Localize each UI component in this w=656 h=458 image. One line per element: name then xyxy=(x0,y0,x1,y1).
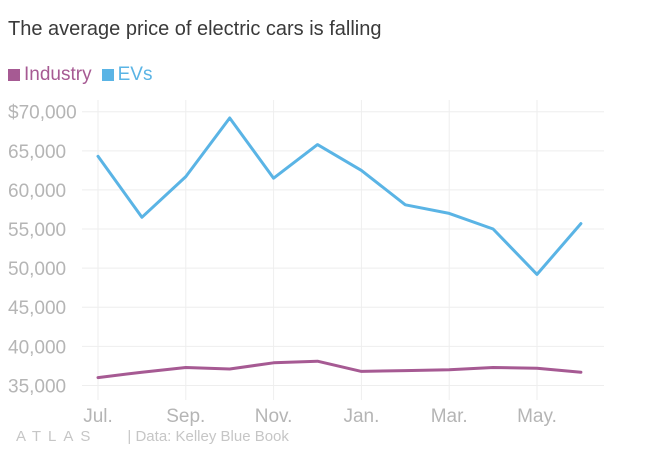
y-tick-label: $70,000 xyxy=(8,103,77,124)
x-tick-label: Jan. xyxy=(343,406,379,427)
legend-label-evs: EVs xyxy=(117,64,153,85)
legend-item-industry[interactable]: Industry xyxy=(8,64,92,86)
series-line-evs xyxy=(96,116,583,276)
x-tick-label: Jul. xyxy=(83,406,113,427)
y-tick-label: 45,000 xyxy=(8,298,66,319)
y-tick-label: 60,000 xyxy=(8,181,66,202)
legend-item-evs[interactable]: EVs xyxy=(101,64,153,86)
y-tick-label: 40,000 xyxy=(8,337,66,358)
x-tick-label: Sep. xyxy=(166,406,205,427)
legend-label-industry: Industry xyxy=(24,64,92,85)
x-tick-label: Mar. xyxy=(431,406,468,427)
chart-footer: ATLAS | Data: Kelley Blue Book xyxy=(16,428,289,445)
y-tick-label: 35,000 xyxy=(8,376,66,397)
y-tick-label: 55,000 xyxy=(8,220,66,241)
x-tick-label: May. xyxy=(517,406,557,427)
atlas-logo: ATLAS xyxy=(16,428,98,445)
chart-legend: Industry EVs xyxy=(8,64,152,86)
y-tick-label: 50,000 xyxy=(8,259,66,280)
chart-title: The average price of electric cars is fa… xyxy=(8,18,382,40)
data-source: | Data: Kelley Blue Book xyxy=(127,428,289,445)
legend-swatch-evs xyxy=(101,69,114,81)
legend-swatch-industry xyxy=(8,69,20,81)
series-line-industry xyxy=(96,359,583,380)
x-tick-label: Nov. xyxy=(255,406,293,427)
y-tick-label: 65,000 xyxy=(8,142,66,163)
